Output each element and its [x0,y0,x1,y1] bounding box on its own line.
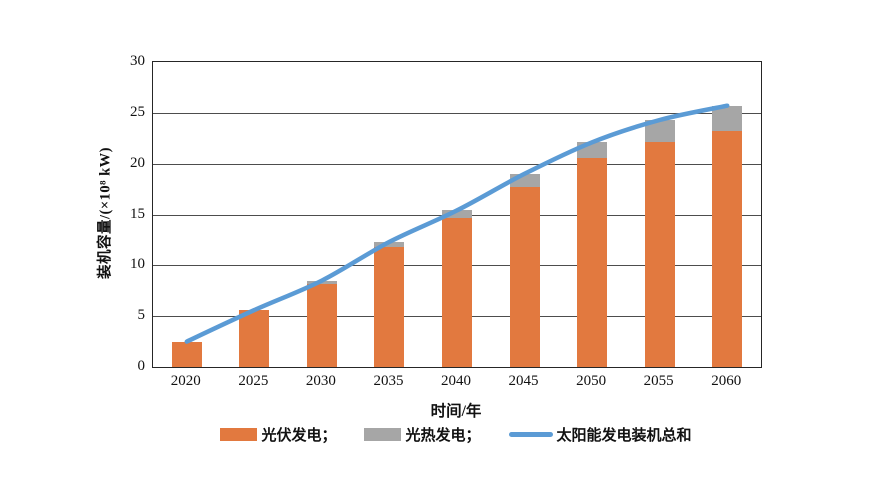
bar-segment-光伏发电-2020 [171,341,202,367]
x-tick-label-2045: 2045 [508,373,539,389]
bar-segment-光伏发电-2025 [239,310,270,367]
x-tick-label-2050: 2050 [576,373,607,389]
bar-segment-光伏发电-2035 [374,247,405,367]
x-tick-label-2025: 2025 [238,373,269,389]
bar-segment-光伏发电-2060 [712,131,743,367]
legend-label: 太阳能发电装机总和 [556,428,692,444]
x-tick-label-2020: 2020 [170,373,201,389]
bar-segment-光伏发电-2040 [442,217,472,367]
y-tick-label-20: 20 [130,154,145,171]
legend-label: 光热发电； [405,428,481,444]
plot-area [152,61,762,368]
legend-item-2: 太阳能发电装机总和 [508,424,692,445]
x-axis-title: 时间/年 [430,403,482,420]
y-tick-label-15: 15 [130,205,145,222]
bar-segment-光伏发电-2045 [509,187,540,367]
legend-item-1: 光热发电； [364,424,481,445]
x-tick-label-2055: 2055 [643,373,674,389]
bar-segment-光热发电-2040 [442,210,472,218]
total-line-series [184,103,730,344]
x-tick-label-2030: 2030 [305,373,336,389]
y-tick-label-0: 0 [137,358,146,374]
y-tick-label-25: 25 [130,103,145,120]
bar-segment-光热发电-2055 [644,119,675,143]
total-line-path [184,103,730,344]
x-tick-label-2035: 2035 [373,373,404,389]
bar-segment-光伏发电-2055 [644,142,675,367]
legend-line-swatch [508,432,553,437]
gridline-20 [153,163,761,165]
y-tick-label-30: 30 [130,53,145,69]
x-tick-label-2060: 2060 [711,373,742,389]
legend-item-0: 光伏发电； [220,424,336,445]
legend-bar-swatch [364,428,402,441]
legend-bar-swatch [220,428,258,441]
x-tick-label-2040: 2040 [441,373,471,389]
y-tick-label-5: 5 [137,307,146,324]
gridline-25 [153,112,761,114]
legend-label: 光伏发电； [261,428,337,444]
bar-segment-光伏发电-2050 [577,157,608,367]
bar-segment-光热发电-2035 [374,241,405,248]
y-tick-label-10: 10 [130,256,145,273]
bar-segment-光伏发电-2030 [306,283,337,367]
legend: 光伏发电； 光热发电； 太阳能发电装机总和 [152,424,760,445]
